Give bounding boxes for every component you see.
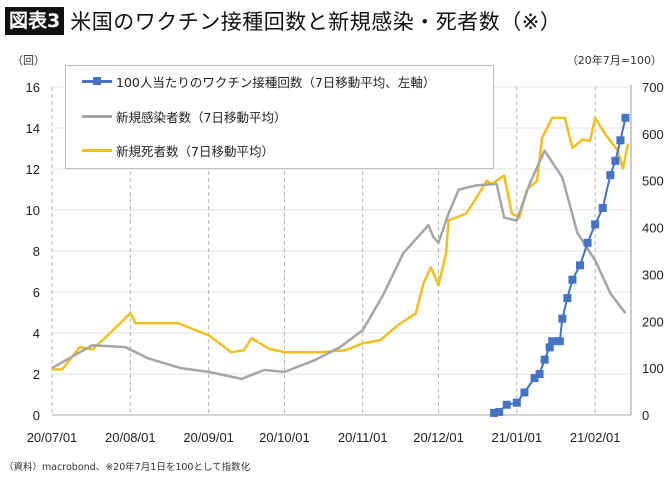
left-tick-label: 0 — [33, 408, 40, 423]
x-tick-label: 21/02/01 — [570, 430, 621, 445]
title-text: 米国のワクチン接種回数と新規感染・死者数（※） — [70, 10, 562, 34]
x-tick-label: 20/10/01 — [259, 430, 310, 445]
legend-item-deaths: 新規死者数（7日移動平均） — [82, 141, 274, 160]
left-tick-label: 12 — [26, 162, 40, 177]
x-tick-label: 21/01/01 — [492, 430, 543, 445]
series-line — [52, 116, 630, 371]
legend-label-infections: 新規感染者数（7日移動平均） — [116, 110, 287, 125]
series-marker — [568, 275, 577, 284]
right-tick-label: 200 — [642, 314, 664, 329]
right-tick-label: 300 — [642, 267, 664, 282]
series-line — [493, 117, 627, 414]
source-note: （資料）macrobond、※20年7月1日を100として指数化 — [4, 462, 251, 473]
right-tick-label: 400 — [642, 221, 664, 236]
legend-item-vaccine: 100人当たりのワクチン接種回数（7日移動平均、左軸） — [82, 72, 435, 91]
series-marker — [520, 388, 529, 397]
series-marker — [621, 113, 630, 122]
series-marker — [563, 294, 572, 303]
series-marker — [502, 400, 511, 409]
series-marker — [591, 220, 600, 229]
right-tick-label: 500 — [642, 174, 664, 189]
series-marker — [555, 337, 564, 346]
x-tick-label: 20/07/01 — [27, 430, 78, 445]
left-axis-unit: （回） — [12, 54, 45, 67]
x-tick-label: 20/12/01 — [413, 430, 464, 445]
legend-item-infections: 新規感染者数（7日移動平均） — [82, 107, 286, 126]
series-marker — [540, 355, 549, 364]
series-line — [51, 149, 627, 381]
figure-badge: 図表3 — [5, 7, 65, 35]
series-marker — [535, 370, 544, 378]
left-tick-label: 16 — [26, 80, 40, 95]
series-marker — [548, 337, 557, 346]
x-tick-label: 20/08/01 — [105, 430, 156, 445]
series-marker — [576, 261, 584, 270]
left-tick-label: 14 — [26, 121, 40, 136]
left-tick-label: 4 — [33, 326, 40, 341]
right-tick-label: 600 — [642, 127, 664, 142]
chart-title: 図表3 米国のワクチン接種回数と新規感染・死者数（※） — [5, 6, 561, 36]
x-tick-label: 20/11/01 — [338, 430, 388, 445]
series-marker — [598, 203, 607, 212]
right-tick-label: 0 — [642, 408, 649, 423]
series-marker — [616, 136, 625, 145]
x-tick-label: 20/09/01 — [183, 430, 234, 445]
series-marker — [606, 171, 615, 180]
right-axis-unit: （20年7月=100） — [566, 54, 662, 67]
legend-swatch-infections — [82, 115, 112, 118]
series-marker — [611, 156, 620, 165]
legend-label-vaccine: 100人当たりのワクチン接種回数（7日移動平均、左軸） — [116, 75, 436, 90]
left-tick-label: 6 — [33, 285, 40, 300]
series-marker — [583, 238, 592, 247]
series-marker — [545, 343, 554, 352]
legend-label-deaths: 新規死者数（7日移動平均） — [116, 144, 274, 159]
right-tick-label: 100 — [642, 361, 664, 376]
legend-swatch-vaccine — [82, 77, 112, 85]
series-marker — [530, 374, 539, 383]
series-marker — [512, 398, 521, 407]
left-tick-label: 10 — [26, 203, 40, 218]
legend: 100人当たりのワクチン接種回数（7日移動平均、左軸） 新規感染者数（7日移動平… — [65, 65, 494, 169]
legend-swatch-deaths — [82, 149, 112, 152]
series-marker — [495, 407, 504, 416]
left-tick-label: 8 — [33, 244, 40, 259]
series-marker — [558, 314, 567, 323]
left-tick-label: 2 — [33, 367, 40, 382]
right-tick-label: 700 — [642, 80, 664, 95]
series-marker — [490, 408, 499, 417]
